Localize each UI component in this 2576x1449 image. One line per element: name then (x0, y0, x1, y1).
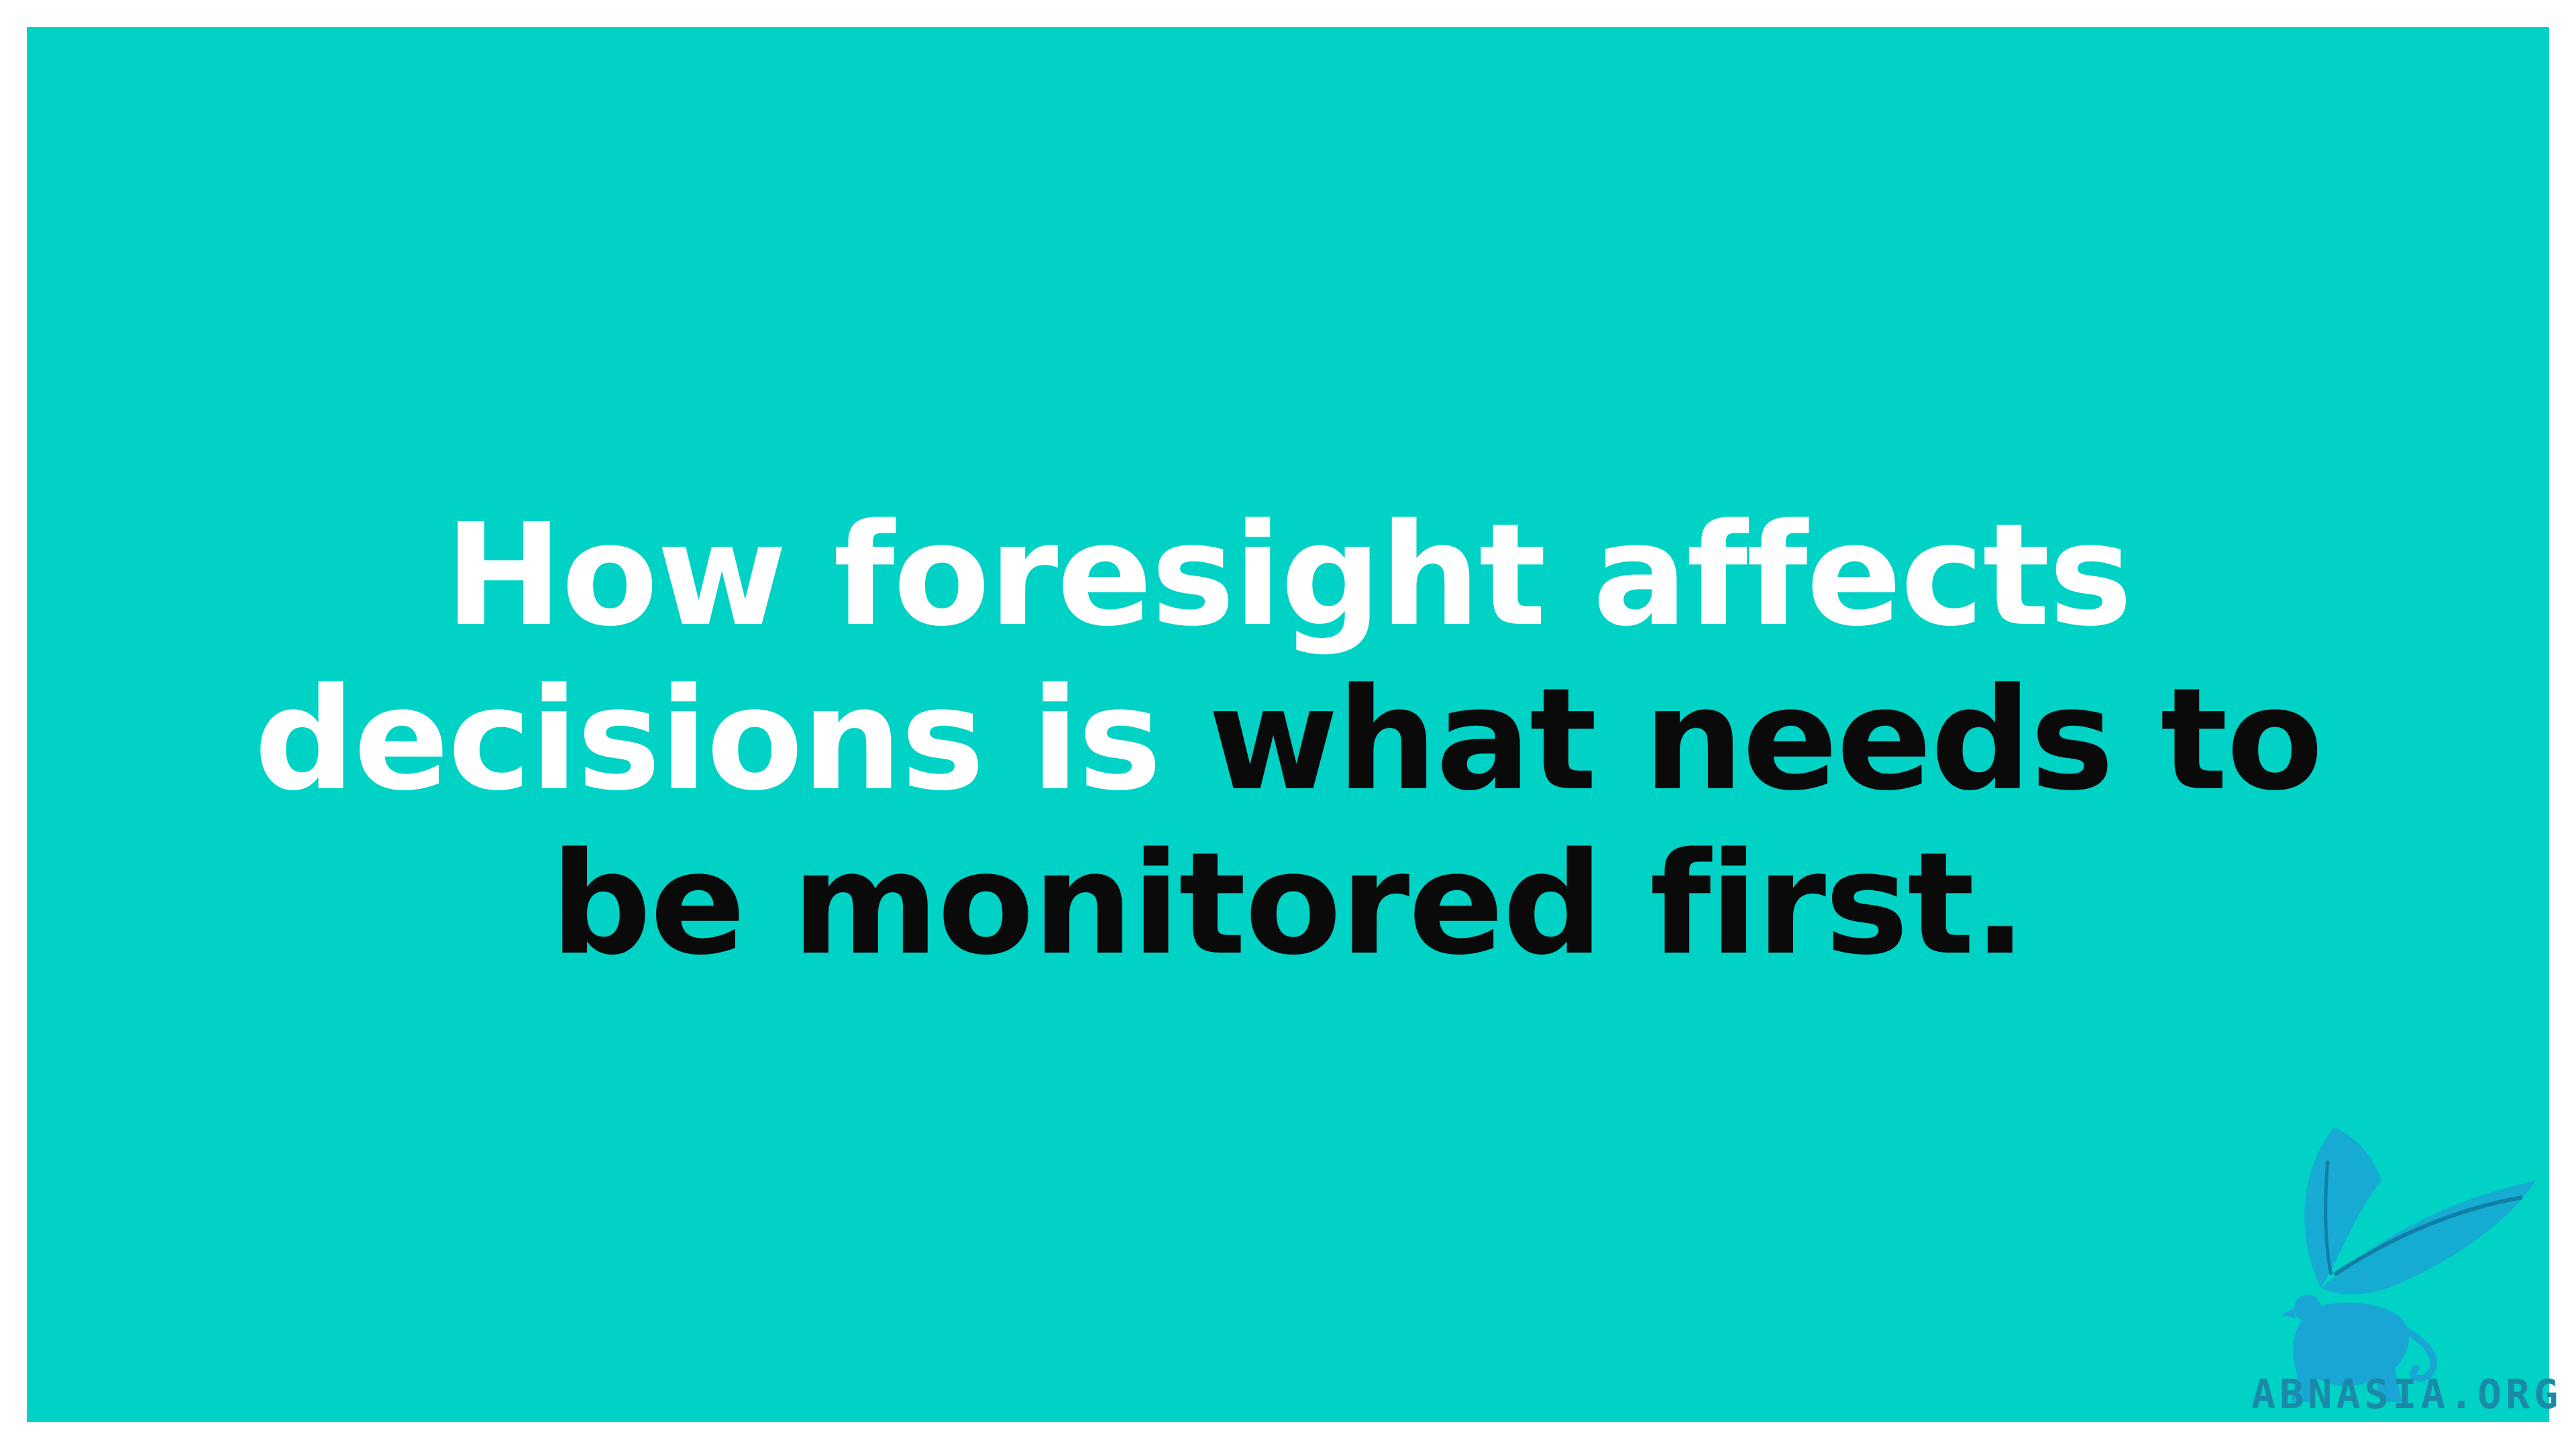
headline-line-2-dark: what needs to (1208, 657, 2323, 822)
slide-background (27, 27, 2549, 1422)
headline-line-2: decisions is what needs to (0, 657, 2576, 822)
headline-line-1: How foresight affects (445, 493, 2133, 657)
watermark-text: ABNASIA.ORG (2251, 1371, 2563, 1418)
headline: How foresight affects decisions is what … (0, 493, 2576, 986)
headline-line-3: be monitored first. (550, 822, 2027, 986)
headline-line-2-white: decisions is (254, 657, 1162, 822)
griffin-feather-icon (2281, 1127, 2536, 1402)
